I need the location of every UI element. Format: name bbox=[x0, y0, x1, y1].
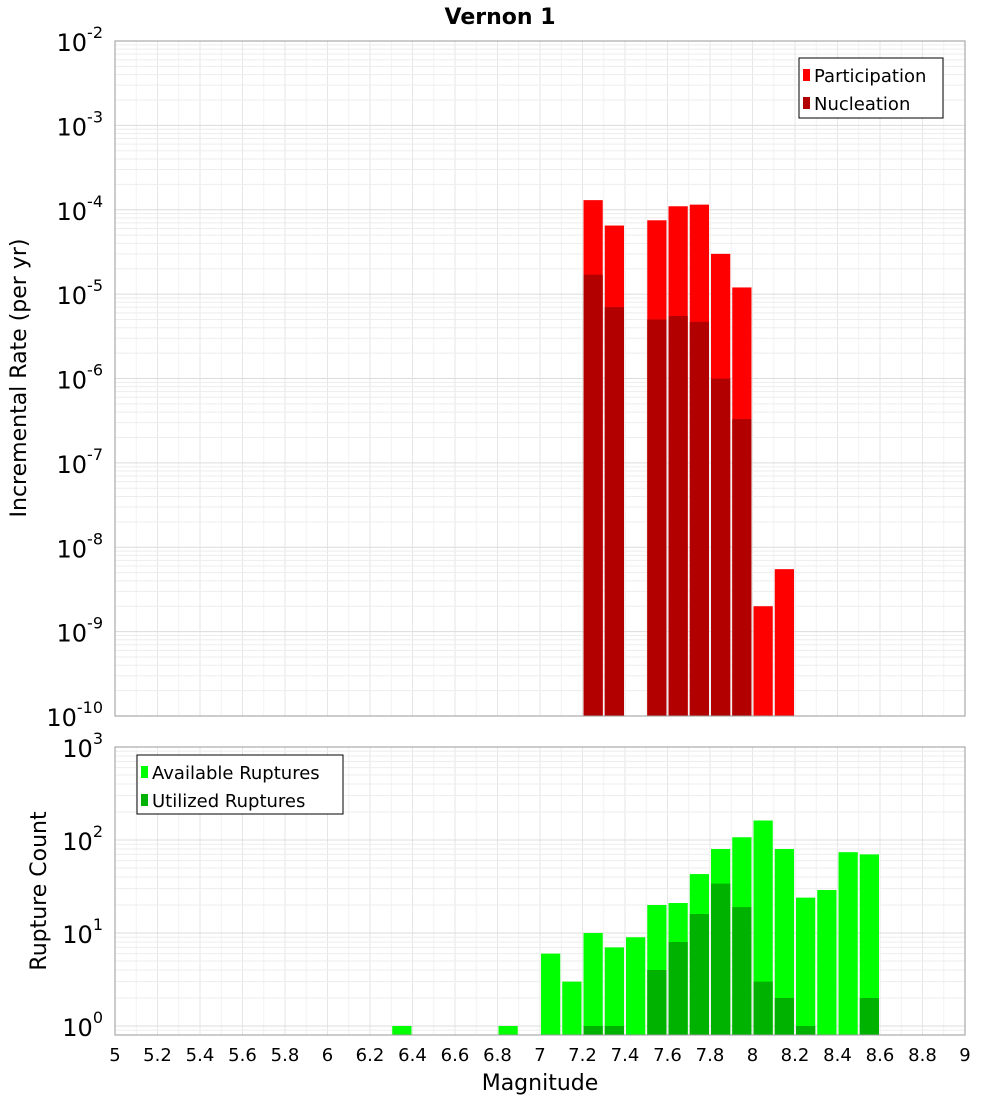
bar-available-ruptures bbox=[562, 981, 582, 1035]
bar-available-ruptures bbox=[817, 889, 837, 1035]
legend-label: Nucleation bbox=[814, 94, 910, 115]
y-tick-label: 10-5 bbox=[57, 276, 104, 310]
bar-utilized-ruptures bbox=[796, 1025, 816, 1035]
plot-frame bbox=[114, 40, 966, 717]
x-tick-label: 8.2 bbox=[781, 1045, 810, 1066]
x-tick-label: 6.6 bbox=[441, 1045, 470, 1066]
bar-utilized-ruptures bbox=[753, 981, 773, 1035]
x-tick-label: 7 bbox=[534, 1045, 545, 1066]
bar-nucleation bbox=[689, 321, 709, 716]
y-tick-label: 103 bbox=[62, 729, 103, 763]
x-tick-label: 5.6 bbox=[228, 1045, 257, 1066]
bar-available-ruptures bbox=[583, 932, 603, 1035]
x-tick-label: 7.2 bbox=[568, 1045, 597, 1066]
y-tick-label: 10-4 bbox=[57, 192, 104, 226]
y-tick-label: 10-8 bbox=[57, 529, 104, 563]
x-tick-label: 5.8 bbox=[271, 1045, 300, 1066]
y-tick-label: 10-9 bbox=[57, 614, 104, 648]
y-tick-label: 10-2 bbox=[57, 23, 104, 57]
bar-utilized-ruptures bbox=[859, 997, 879, 1035]
bar-available-ruptures bbox=[626, 937, 646, 1035]
x-tick-label: 6.4 bbox=[398, 1045, 427, 1066]
y-axis-label: Rupture Count bbox=[27, 811, 52, 971]
legend-box bbox=[136, 754, 344, 815]
x-tick-label: 5.4 bbox=[186, 1045, 215, 1066]
bar-available-ruptures bbox=[859, 854, 879, 1035]
x-tick-label: 5.2 bbox=[143, 1045, 172, 1066]
y-tick-label: 10-6 bbox=[57, 361, 104, 395]
y-tick-labels: 103 102 101 100 bbox=[62, 729, 103, 1042]
bar-utilized-ruptures bbox=[689, 914, 709, 1035]
y-tick-label: 10-7 bbox=[57, 445, 104, 479]
participation-nucleation-plot: 10-2 10-3 10-4 10-5 10-6 10-7 10-8 10-9 10-10 In… bbox=[7, 23, 966, 732]
y-tick-labels: 10-2 10-3 10-4 10-5 10-6 10-7 10-8 10-9 10-10 bbox=[46, 23, 103, 732]
x-tick-label: 6.8 bbox=[483, 1045, 512, 1066]
x-tick-label: 7.6 bbox=[653, 1045, 682, 1066]
legend-swatch bbox=[803, 69, 810, 81]
y-axis-label: Incremental Rate (per yr) bbox=[7, 239, 32, 518]
y-tick-label: 100 bbox=[62, 1008, 103, 1042]
x-tick-labels: 5 5.2 5.4 5.6 5.8 6 6.2 6.4 6.6 6.8 7 7.2 7.4 7.6 7.8 8… bbox=[109, 1045, 970, 1066]
bar-series bbox=[392, 820, 879, 1035]
legend-swatch bbox=[141, 766, 148, 778]
bar-utilized-ruptures bbox=[732, 907, 752, 1035]
x-tick-label: 7.8 bbox=[696, 1045, 725, 1066]
x-tick-label: 5 bbox=[109, 1045, 120, 1066]
bar-nucleation bbox=[604, 307, 624, 716]
x-tick-label: 7.4 bbox=[611, 1045, 640, 1066]
x-tick-label: 8 bbox=[747, 1045, 758, 1066]
y-tick-label: 10-3 bbox=[57, 107, 104, 141]
bar-nucleation bbox=[668, 316, 688, 716]
bar-nucleation bbox=[583, 274, 603, 716]
x-tick-label: 9 bbox=[959, 1045, 970, 1066]
bar-available-ruptures bbox=[838, 852, 858, 1035]
legend-box bbox=[798, 57, 944, 119]
bar-available-ruptures bbox=[796, 897, 816, 1035]
bar-nucleation bbox=[732, 419, 752, 716]
y-tick-label: 10-10 bbox=[46, 698, 103, 732]
bar-available-ruptures bbox=[774, 849, 794, 1035]
bar-nucleation bbox=[711, 378, 731, 716]
bar-utilized-ruptures bbox=[774, 997, 794, 1035]
y-tick-label: 101 bbox=[62, 915, 103, 949]
chart-title: Vernon 1 bbox=[445, 5, 556, 30]
bar-utilized-ruptures bbox=[647, 969, 667, 1035]
legend-label: Available Ruptures bbox=[152, 763, 320, 784]
rupture-count-plot: 103 102 101 100 5 5.2 5.4 5.6 5.8 6 6.2 6.4 6.6 6.8 7… bbox=[27, 729, 971, 1096]
bar-available-ruptures bbox=[753, 820, 773, 1035]
x-tick-label: 8.8 bbox=[908, 1045, 937, 1066]
bar-participation bbox=[753, 606, 773, 716]
x-axis-label: Magnitude bbox=[482, 1071, 599, 1096]
bar-utilized-ruptures bbox=[583, 1025, 603, 1035]
bar-utilized-ruptures bbox=[604, 1025, 624, 1035]
bar-available-ruptures bbox=[392, 1025, 412, 1035]
bar-utilized-ruptures bbox=[668, 942, 688, 1035]
legend: Participation Nucleation bbox=[798, 57, 944, 119]
x-tick-label: 6 bbox=[322, 1045, 333, 1066]
legend-label: Utilized Ruptures bbox=[152, 791, 305, 812]
x-tick-label: 8.6 bbox=[866, 1045, 895, 1066]
legend-swatch bbox=[141, 794, 148, 806]
bar-utilized-ruptures bbox=[711, 883, 731, 1035]
y-tick-label: 102 bbox=[62, 822, 103, 856]
bar-available-ruptures bbox=[541, 953, 561, 1035]
legend-swatch bbox=[803, 97, 810, 109]
x-tick-label: 8.4 bbox=[823, 1045, 852, 1066]
grid-lines bbox=[114, 40, 966, 717]
bar-nucleation bbox=[647, 319, 667, 716]
bar-participation bbox=[774, 569, 794, 716]
legend-label: Participation bbox=[814, 66, 926, 87]
bar-available-ruptures bbox=[604, 947, 624, 1035]
bar-series bbox=[583, 200, 794, 717]
legend: Available Ruptures Utilized Ruptures bbox=[136, 754, 344, 815]
plot-frame bbox=[114, 746, 966, 1036]
bar-available-ruptures bbox=[498, 1025, 518, 1035]
x-tick-label: 6.2 bbox=[356, 1045, 385, 1066]
